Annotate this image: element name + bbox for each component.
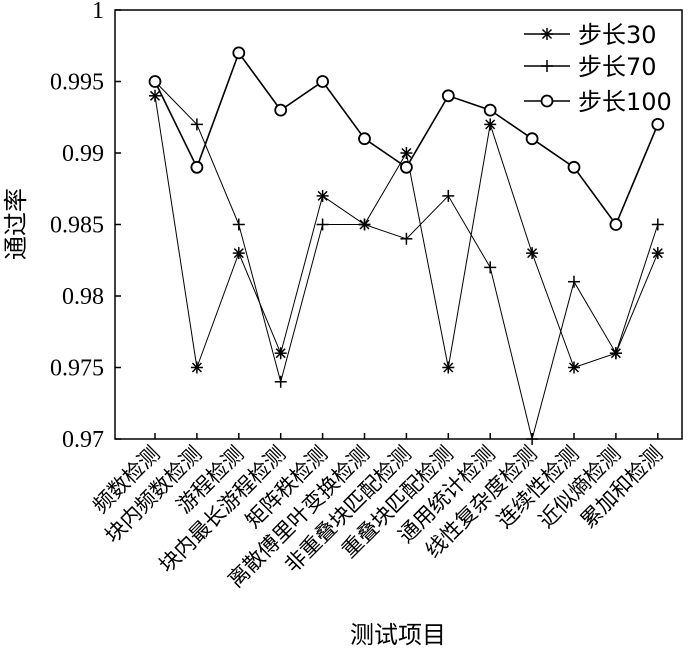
data-point-series-3 xyxy=(525,132,539,146)
data-point-series-2 xyxy=(232,218,245,231)
data-point-series-3 xyxy=(441,89,455,103)
data-point-series-3 xyxy=(651,118,665,131)
data-point-series-1 xyxy=(651,247,664,260)
y-tick-label: 0.975 xyxy=(50,356,104,382)
data-point-series-3 xyxy=(483,103,497,117)
data-point-series-2 xyxy=(358,218,371,231)
data-point-series-2 xyxy=(400,232,413,245)
data-point-series-1 xyxy=(568,361,580,374)
data-point-series-2 xyxy=(609,347,622,360)
x-axis-title: 测试项目 xyxy=(350,621,446,649)
data-point-series-2 xyxy=(484,261,497,274)
data-point-series-1 xyxy=(149,89,161,102)
series-line-1 xyxy=(154,95,659,369)
data-point-series-1 xyxy=(316,189,329,202)
y-axis-ticks: 0.97 0.975 0.98 0.985 0.99 0.995 1 xyxy=(50,0,121,453)
data-point-series-2 xyxy=(651,218,664,231)
y-tick-label: 0.98 xyxy=(62,284,104,310)
data-point-series-1 xyxy=(232,247,245,260)
data-point-series-3 xyxy=(316,75,330,88)
data-point-series-2 xyxy=(568,275,580,288)
legend-marker xyxy=(541,60,553,72)
y-axis-title: 通过率 xyxy=(2,188,30,260)
data-point-series-3 xyxy=(190,160,204,174)
legend-marker xyxy=(540,94,554,108)
data-point-series-1 xyxy=(274,347,287,360)
data-point-series-3 xyxy=(567,160,581,174)
y-tick-label: 0.985 xyxy=(50,213,104,239)
y-tick-label: 0.99 xyxy=(62,141,104,167)
data-point-series-1 xyxy=(400,147,413,159)
y-tick-label: 0.995 xyxy=(50,70,104,96)
data-point-series-3 xyxy=(274,103,288,117)
data-point-series-3 xyxy=(399,160,413,174)
data-point-series-3 xyxy=(609,218,623,231)
data-point-series-3 xyxy=(358,132,371,146)
data-point-series-2 xyxy=(316,218,329,231)
y-tick-label: 0.97 xyxy=(62,427,104,453)
legend-marker xyxy=(541,28,553,40)
legend-label: 步长100 xyxy=(578,88,672,116)
data-point-series-3 xyxy=(148,75,162,88)
data-point-series-1 xyxy=(526,247,539,260)
data-point-series-1 xyxy=(442,361,455,374)
x-axis-ticks: 频数检测块内频数检测游程检测块内最长游程检测矩阵秩检测离散傅里叶变换检测非重叠块… xyxy=(88,433,667,592)
data-point-series-2 xyxy=(190,118,203,131)
data-point-series-1 xyxy=(190,361,203,374)
data-point-series-2 xyxy=(442,189,455,202)
y-tick-label: 1 xyxy=(92,0,104,24)
legend-label: 步长30 xyxy=(578,21,657,49)
data-point-series-2 xyxy=(274,375,287,388)
legend-label: 步长70 xyxy=(578,53,657,81)
data-point-series-3 xyxy=(232,46,246,60)
series-line-2 xyxy=(154,81,659,440)
legend: 步长30 步长70 步长100 xyxy=(524,21,672,116)
data-point-series-1 xyxy=(484,118,497,131)
series-layer xyxy=(148,46,665,445)
data-point-series-2 xyxy=(526,433,539,445)
